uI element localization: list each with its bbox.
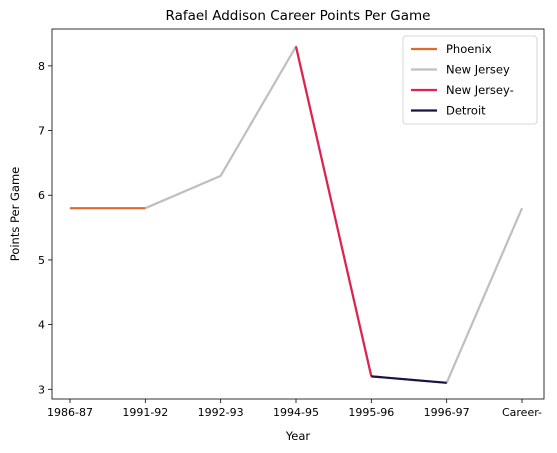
legend-label: Phoenix <box>446 42 492 56</box>
x-tick-label: 1996-97 <box>424 406 470 419</box>
legend: Phoenix New Jersey New Jersey- Detroit <box>402 35 538 125</box>
series-line-detroit <box>371 375 447 384</box>
y-tick-label: 3 <box>38 383 45 396</box>
x-tick-label: Career- <box>502 406 542 419</box>
x-axis: 1986-87 1991-92 1992-93 1994-95 1995-96 1996-… <box>47 399 542 419</box>
legend-label: New Jersey <box>446 63 510 77</box>
x-tick-label: 1995-96 <box>348 406 394 419</box>
legend-label: Detroit <box>446 104 486 118</box>
legend-box <box>402 35 538 125</box>
x-tick-label: 1994-95 <box>273 406 319 419</box>
y-axis: 3 4 5 6 7 8 <box>38 60 52 396</box>
legend-label: New Jersey- <box>446 83 514 97</box>
x-tick-label: 1991-92 <box>122 406 168 419</box>
x-tick-label: 1992-93 <box>198 406 244 419</box>
plot-area <box>70 45 524 384</box>
y-tick-label: 5 <box>38 254 45 267</box>
y-tick-label: 7 <box>38 125 45 138</box>
y-axis-label: Points Per Game <box>8 167 22 261</box>
y-tick-label: 6 <box>38 189 45 202</box>
x-tick-label: 1986-87 <box>47 406 93 419</box>
y-tick-label: 4 <box>38 319 45 332</box>
chart-title: Rafael Addison Career Points Per Game <box>165 8 430 24</box>
series-line-new-jersey <box>294 46 373 377</box>
x-axis-label: Year <box>285 429 311 443</box>
plot-frame <box>51 28 545 400</box>
y-tick-label: 8 <box>38 60 45 73</box>
